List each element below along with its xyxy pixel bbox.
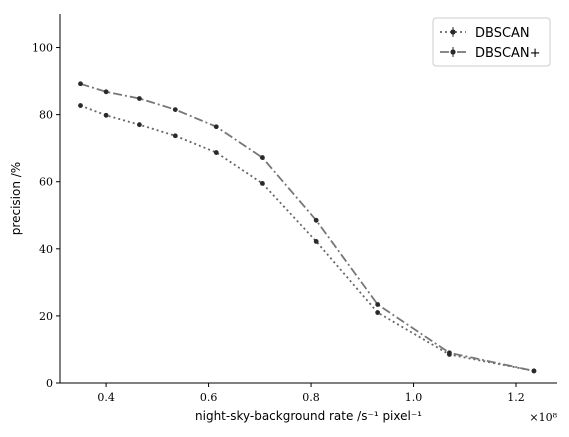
x-axis-offset-text: ×10⁸ (529, 411, 557, 424)
data-point (137, 122, 142, 128)
ticks: 0.4 0.6 0.8 1.0 1.2 0 20 40 60 80 100 (32, 42, 525, 404)
y-axis-label: precision /% (9, 162, 23, 235)
legend-label: DBSCAN+ (475, 46, 541, 61)
data-point (103, 112, 109, 118)
series-line (80, 82, 535, 372)
x-tick-label: 1.0 (405, 391, 423, 404)
y-tick-label: 40 (39, 243, 53, 256)
legend: DBSCAN DBSCAN+ (432, 17, 551, 67)
data-point (172, 107, 178, 113)
axes (59, 14, 557, 384)
data-point (213, 124, 219, 130)
x-axis-label: night-sky-background rate /s⁻¹ pixel⁻¹ (195, 409, 422, 423)
data-point (313, 217, 319, 223)
series-layer (78, 81, 537, 374)
data-point (375, 302, 381, 307)
data-point (375, 310, 381, 315)
data-point (447, 350, 452, 356)
legend-marker (450, 49, 456, 55)
data-point (213, 150, 219, 155)
legend-marker (450, 29, 456, 35)
data-point (172, 133, 178, 139)
series-dbscan (78, 103, 537, 374)
y-tick-label: 20 (39, 310, 53, 323)
data-point (259, 155, 265, 160)
y-tick-label: 60 (39, 176, 53, 189)
data-point (137, 96, 142, 101)
x-tick-label: 0.4 (97, 391, 115, 404)
series-dbscan-plus (78, 81, 537, 374)
y-tick-label: 80 (39, 109, 53, 122)
data-point (78, 103, 83, 108)
legend-entry: DBSCAN+ (440, 46, 541, 61)
series-line (80, 104, 535, 372)
data-point (531, 368, 537, 374)
x-tick-label: 0.8 (302, 391, 320, 404)
y-tick-label: 100 (32, 42, 53, 55)
legend-label: DBSCAN (475, 26, 530, 41)
data-point (313, 239, 319, 244)
legend-entry: DBSCAN (440, 26, 530, 41)
y-tick-label: 0 (46, 377, 53, 390)
data-point (78, 81, 83, 87)
x-tick-label: 0.6 (200, 391, 218, 404)
data-point (103, 89, 109, 95)
x-tick-label: 1.2 (507, 391, 525, 404)
data-point (259, 181, 265, 186)
legend-frame (432, 17, 551, 67)
